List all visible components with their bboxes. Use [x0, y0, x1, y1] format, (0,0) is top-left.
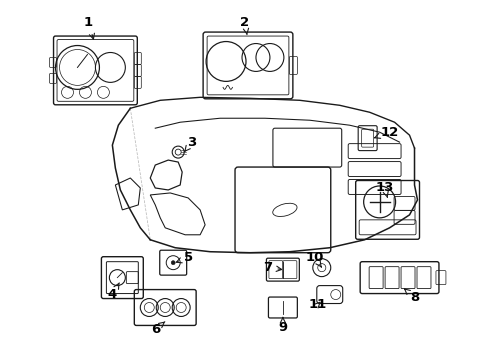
Text: 5: 5 — [176, 251, 192, 264]
Text: 4: 4 — [107, 283, 119, 301]
Circle shape — [171, 261, 175, 265]
Text: 9: 9 — [278, 318, 287, 334]
Text: 10: 10 — [305, 251, 324, 267]
Text: 3: 3 — [184, 136, 196, 152]
Text: 13: 13 — [375, 181, 393, 197]
Text: 2: 2 — [240, 16, 249, 35]
Text: 6: 6 — [150, 322, 164, 336]
Text: 1: 1 — [84, 16, 94, 39]
Text: 11: 11 — [308, 298, 326, 311]
Text: 7: 7 — [263, 261, 281, 274]
Text: 8: 8 — [404, 289, 418, 304]
Text: 12: 12 — [374, 126, 398, 139]
